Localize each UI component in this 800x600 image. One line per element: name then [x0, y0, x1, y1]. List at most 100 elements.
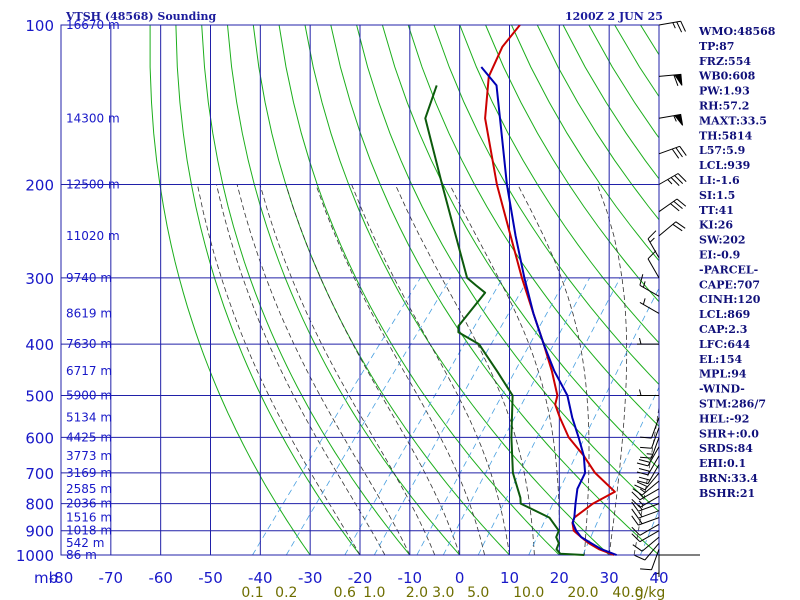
mixing-ratio-line — [528, 287, 659, 556]
pressure-tick-label: 600 — [25, 429, 54, 447]
index-entry: LFC:644 — [699, 338, 751, 351]
observation-time: 1200Z 2 JUN 25 — [565, 10, 663, 23]
plot-frame — [60, 24, 660, 556]
mixing-ratio-unit-label: g/kg — [635, 585, 666, 600]
temperature-profile — [484, 25, 616, 556]
temperature-tick-label: 10 — [500, 569, 519, 587]
mixing-ratio-label: 1.0 — [363, 585, 385, 600]
grid-lines — [60, 24, 700, 556]
wind-barb — [640, 427, 660, 449]
height-labels: 16670 m 14300 m 12500 m 11020 m 9740 m 8619 m… — [66, 18, 120, 562]
height-label: 7630 m — [66, 337, 112, 351]
wind-barb — [634, 472, 660, 491]
wind-barb — [631, 523, 660, 536]
mixing-ratio-labels: 0.1 0.2 0.6 1.0 2.0 3.0 5.0 10.0 20.0 40.0 — [241, 585, 643, 600]
wind-barb — [640, 437, 660, 459]
temperature-tick-label: 0 — [455, 569, 465, 587]
wind-barb — [636, 455, 660, 476]
pressure-tick-label: 100 — [25, 17, 54, 35]
pressure-tick-label: 200 — [25, 177, 54, 195]
mixing-ratio-label: 0.1 — [241, 585, 263, 600]
moist-adiabat — [394, 184, 535, 556]
dry-adiabat — [356, 25, 659, 513]
index-entry: SI:1.5 — [699, 189, 735, 202]
temperature-tick-label: -20 — [348, 569, 373, 587]
height-label: 86 m — [66, 548, 97, 562]
mixing-ratio-line — [477, 277, 621, 556]
station-title: VTSH (48568) Sounding — [65, 10, 217, 23]
moist-adiabat — [236, 184, 411, 556]
mixing-ratio-label: 3.0 — [432, 585, 454, 600]
mixing-ratio-lines — [252, 277, 659, 556]
moist-adiabat — [197, 184, 361, 556]
dry-adiabat — [175, 25, 361, 556]
index-entry: TH:5814 — [699, 129, 753, 142]
pressure-tick-labels: 100 200 300 400 500 600 700 800 900 1000 — [16, 17, 54, 565]
dry-adiabat — [330, 25, 659, 556]
height-label: 3169 m — [66, 466, 112, 480]
index-entry: -PARCEL- — [699, 263, 758, 276]
wind-barb — [636, 446, 660, 467]
parcel-profile — [480, 66, 617, 556]
temperature-tick-label: -50 — [198, 569, 223, 587]
sounding-profiles — [424, 25, 617, 556]
index-entry: BRN:33.4 — [699, 472, 758, 485]
pressure-tick-label: 900 — [25, 523, 54, 541]
pressure-tick-label: 500 — [25, 388, 54, 406]
temperature-tick-label: 30 — [600, 569, 619, 587]
wind-barb — [631, 508, 660, 519]
mixing-ratio-label: 5.0 — [467, 585, 489, 600]
mixing-ratio-line — [442, 277, 590, 556]
height-label: 12500 m — [66, 178, 120, 192]
index-entry: EHI:0.1 — [699, 457, 746, 470]
height-label: 2585 m — [66, 482, 112, 496]
wind-barb — [658, 145, 687, 159]
wind-barb — [639, 274, 660, 297]
temperature-tick-label: 40 — [649, 569, 668, 587]
index-entry: MPL:94 — [699, 368, 747, 381]
index-entry: LI:-1.6 — [699, 174, 740, 187]
wind-barb — [631, 530, 660, 543]
height-label: 5900 m — [66, 389, 112, 403]
height-label: 542 m — [66, 536, 104, 550]
wind-barb — [637, 337, 659, 345]
moist-adiabat — [633, 404, 659, 556]
temperature-tick-labels: -80 -70 -60 -50 -40 -30 -20 -10 0 10 20 30 40 — [49, 569, 669, 587]
moist-adiabat — [259, 184, 436, 556]
wind-barb — [647, 250, 660, 279]
index-entry: CINH:120 — [699, 293, 761, 306]
dry-adiabat — [252, 25, 510, 556]
wind-barb — [632, 480, 660, 496]
index-entry: TT:41 — [699, 204, 734, 217]
index-entry: EL:154 — [699, 353, 742, 366]
dry-adiabat — [381, 25, 659, 470]
index-entry: FRZ:554 — [699, 55, 751, 68]
dry-adiabat — [227, 25, 461, 556]
mixing-ratio-label: 20.0 — [567, 585, 598, 600]
height-label: 5134 m — [66, 410, 112, 424]
mixing-ratio-line — [640, 508, 659, 556]
height-label: 9740 m — [66, 271, 112, 285]
wind-barb — [637, 389, 659, 396]
pressure-tick-label: 1000 — [16, 547, 54, 565]
mixing-ratio-line — [344, 277, 504, 556]
moist-adiabat — [351, 184, 510, 556]
index-entry: SHR+:0.0 — [699, 427, 759, 440]
wind-barb — [658, 20, 686, 33]
dry-adiabat — [278, 25, 560, 556]
wind-barb — [631, 515, 660, 526]
mixing-ratio-line — [252, 277, 421, 556]
index-entry: L57:5.9 — [699, 144, 745, 157]
mixing-ratio-label: 40.0 — [612, 585, 643, 600]
index-entry: TP:87 — [699, 40, 734, 53]
index-entry: KI:26 — [699, 219, 733, 232]
index-entry: LCL:869 — [699, 308, 750, 321]
wind-barb — [658, 73, 683, 86]
wind-barb — [658, 173, 687, 186]
mixing-ratio-label: 0.2 — [275, 585, 297, 600]
moist-adiabat — [596, 184, 628, 556]
index-entry: SW:202 — [699, 234, 746, 247]
dry-adiabat — [407, 25, 659, 427]
wind-barb — [636, 464, 660, 485]
